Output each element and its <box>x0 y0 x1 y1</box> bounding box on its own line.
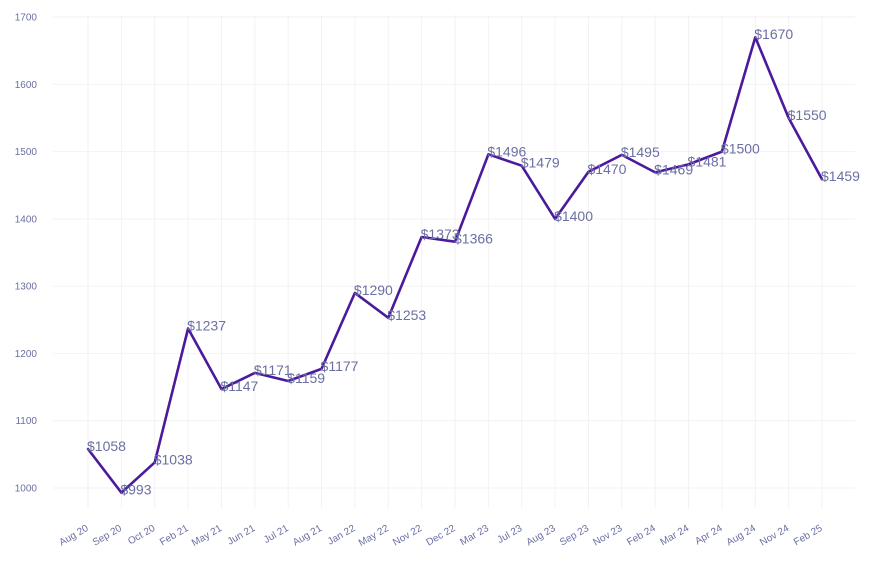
x-tick-label: Aug 23 <box>525 523 558 549</box>
data-label: $1400 <box>554 208 593 224</box>
x-tick-label: May 21 <box>190 523 224 549</box>
data-label: $1496 <box>487 143 526 159</box>
data-label: $1470 <box>587 161 626 177</box>
data-label: $1495 <box>621 144 660 160</box>
x-tick-label: Aug 21 <box>291 523 324 549</box>
data-label: $1290 <box>354 282 393 298</box>
data-label: $1159 <box>287 370 325 386</box>
data-label: $1058 <box>87 438 126 454</box>
data-label: $1670 <box>754 26 793 42</box>
y-tick-label: 1700 <box>15 13 38 24</box>
data-label: $1171 <box>254 362 292 378</box>
data-label: $1479 <box>521 155 560 171</box>
x-tick-label: Aug 20 <box>58 523 91 549</box>
x-tick-label: Sep 20 <box>91 523 124 549</box>
x-tick-label: Jun 21 <box>226 523 258 548</box>
data-label: $1481 <box>688 153 727 169</box>
data-label: $1550 <box>788 107 827 123</box>
x-axis: Aug 20 Sep 20 Oct 20 Feb 21 May 21 Jun 21 Jul … <box>58 523 825 549</box>
x-tick-label: Jul 23 <box>496 523 525 546</box>
y-tick-label: 1100 <box>15 416 37 427</box>
y-tick-label: 1000 <box>15 484 38 495</box>
y-tick-label: 1300 <box>15 282 38 293</box>
x-tick-label: Feb 24 <box>625 523 658 548</box>
x-tick-label: Jul 21 <box>262 523 291 546</box>
data-label: $1459 <box>821 168 860 184</box>
x-tick-label: Nov 23 <box>591 523 624 549</box>
x-tick-label: Nov 22 <box>391 523 424 549</box>
data-label: $1500 <box>721 141 760 157</box>
data-label: $1253 <box>387 307 426 323</box>
x-tick-label: Aug 24 <box>725 523 758 549</box>
data-label: $1373 <box>421 226 460 242</box>
x-tick-label: Sep 23 <box>558 523 591 549</box>
data-label: $1038 <box>154 451 193 467</box>
y-tick-label: 1200 <box>15 349 38 360</box>
y-tick-label: 1500 <box>15 147 38 158</box>
data-labels: $1058 $993$1038 $1237 $1147$1171$1159$1177 $… <box>87 26 860 498</box>
x-tick-label: Nov 24 <box>758 523 791 549</box>
x-tick-label: Mar 24 <box>659 523 692 548</box>
x-tick-label: May 22 <box>357 523 391 549</box>
y-tick-label: 1400 <box>15 214 38 225</box>
data-label: $1147 <box>220 378 258 394</box>
x-tick-label: Feb 25 <box>792 523 825 548</box>
x-tick-label: Dec 22 <box>425 523 458 549</box>
data-label: $1469 <box>654 161 693 177</box>
y-tick-label: 1600 <box>15 80 38 91</box>
x-tick-label: Oct 20 <box>126 523 157 547</box>
x-tick-label: Mar 23 <box>458 523 491 548</box>
data-label: $1237 <box>187 318 226 334</box>
data-label: $1366 <box>454 231 493 247</box>
x-tick-label: Jan 22 <box>326 523 358 548</box>
grid <box>53 15 855 508</box>
series-line <box>86 35 824 494</box>
data-label: $993 <box>120 482 151 498</box>
x-tick-label: Apr 24 <box>693 523 724 547</box>
data-label: $1177 <box>321 358 359 374</box>
x-tick-label: Feb 21 <box>158 523 191 548</box>
y-axis: 1000 1100 1200 1300 1400 1500 1600 1700 <box>15 13 38 495</box>
